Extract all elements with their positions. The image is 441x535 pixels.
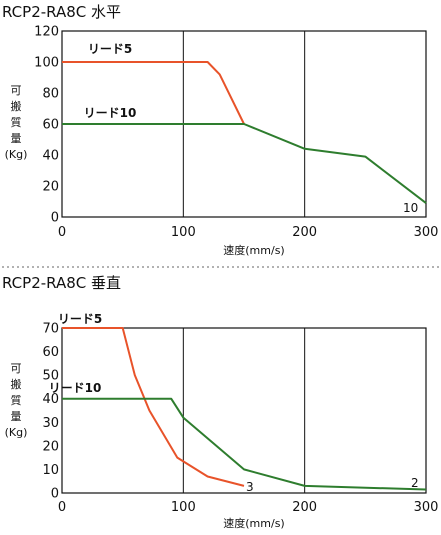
series-label-2: リード10: [49, 381, 102, 395]
y-tick-label: 60: [42, 345, 59, 360]
y-tick-label: 40: [42, 149, 59, 164]
y-axis-label-part: 量: [11, 410, 22, 423]
y-tick-label: 10: [42, 463, 59, 478]
y-axis-label-part: (Kg): [5, 426, 28, 439]
y-axis-label-part: 可: [11, 362, 22, 375]
series-line-2: [62, 397, 427, 491]
series-label-2: リード10: [84, 106, 137, 120]
series-label-1: リード5: [58, 312, 102, 326]
y-tick-label: 60: [42, 118, 59, 133]
y-tick-label: 120: [34, 25, 59, 40]
y-tick-label: 20: [42, 180, 59, 195]
x-tick-label: 200: [292, 225, 317, 240]
annotation-label: 10: [403, 201, 418, 215]
chart-2: RCP2-RA8C 垂直 0 100 200 300 0 10 20 30 40 50 60 70 速度(…: [2, 274, 438, 530]
x-tick-label: 100: [171, 225, 196, 240]
y-tick-label: 80: [42, 87, 59, 102]
y-axis-label-part: 可: [11, 84, 22, 97]
x-tick-label: 100: [171, 500, 196, 515]
x-axis-label: 速度(mm/s): [223, 516, 284, 530]
y-tick-label: 20: [42, 439, 59, 454]
series-label-1: リード5: [88, 42, 132, 56]
y-tick-label: 0: [51, 211, 59, 226]
y-tick-label: 50: [42, 369, 59, 384]
chart-title: RCP2-RA8C 垂直: [2, 274, 121, 292]
chart-title: RCP2-RA8C 水平: [2, 3, 121, 21]
x-tick-label: 0: [58, 500, 66, 515]
annotation-label: 2: [411, 476, 419, 490]
y-tick-label: 0: [51, 487, 59, 502]
chart-1: RCP2-RA8C 水平 0 100 200 300 0 20 40 60 80 100 120 速度(…: [2, 3, 438, 257]
y-axis-label-part: 質: [11, 393, 22, 407]
x-axis-label: 速度(mm/s): [223, 243, 284, 257]
series-line-1: [62, 327, 245, 487]
series-line-1: [62, 61, 245, 125]
x-tick-label: 200: [292, 500, 317, 515]
series-line-2: [62, 123, 427, 204]
y-axis-label-part: (Kg): [5, 148, 28, 161]
y-axis-label-part: 搬: [11, 99, 22, 113]
y-tick-label: 70: [42, 322, 59, 337]
y-axis-label-part: 質: [11, 115, 22, 129]
y-tick-label: 100: [34, 56, 59, 71]
x-tick-label: 300: [414, 500, 439, 515]
y-tick-label: 30: [42, 416, 59, 431]
y-axis-label-part: 量: [11, 132, 22, 145]
x-tick-label: 0: [58, 225, 66, 240]
x-tick-label: 300: [414, 225, 439, 240]
plot-frame: [61, 327, 427, 494]
annotation-label: 3: [246, 480, 254, 494]
y-tick-label: 40: [42, 392, 59, 407]
y-axis-label-part: 搬: [11, 377, 22, 391]
